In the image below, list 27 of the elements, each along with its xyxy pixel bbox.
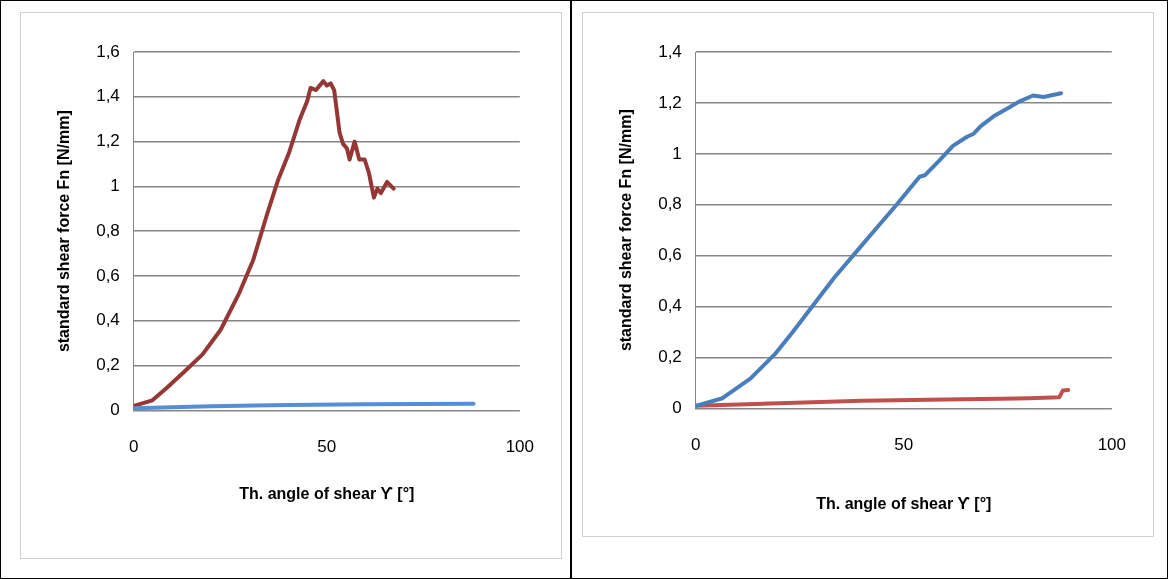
y-tick-label: 0: [110, 400, 120, 420]
x-tick-label: 50: [317, 437, 337, 457]
y-tick-label: 1,4: [96, 86, 120, 106]
y-axis-title: standard shear force Fn [N/mm]: [55, 110, 73, 353]
y-axis-title: standard shear force Fn [N/mm]: [617, 109, 635, 352]
y-tick-label: 0,6: [658, 245, 682, 265]
y-tick-label: 0,2: [96, 355, 120, 375]
y-tick-label: 1: [110, 176, 120, 196]
x-tick-label: 100: [505, 437, 535, 457]
y-tick-label: 0,2: [658, 347, 682, 367]
x-tick-label: 0: [691, 435, 701, 455]
y-tick-label: 1,2: [658, 92, 682, 112]
y-tick-label: 1: [672, 143, 682, 163]
y-tick-label: 0,4: [96, 310, 120, 330]
y-tick-label: 1,4: [658, 41, 682, 61]
y-tick-label: 0,6: [96, 265, 120, 285]
y-tick-label: 0,8: [658, 194, 682, 214]
y-tick-label: 1,2: [96, 131, 120, 151]
x-tick-label: 0: [129, 437, 139, 457]
y-tick-label: 0: [672, 398, 682, 418]
y-tick-label: 0,8: [96, 220, 120, 240]
y-tick-label: 0,4: [658, 296, 682, 316]
x-tick-label: 50: [894, 435, 914, 455]
y-tick-label: 1,6: [96, 41, 120, 61]
x-tick-label: 100: [1097, 435, 1127, 455]
x-axis-title: Th. angle of shear ϒ [°]: [239, 484, 415, 502]
x-axis-title: Th. angle of shear ϒ [°]: [816, 494, 992, 512]
